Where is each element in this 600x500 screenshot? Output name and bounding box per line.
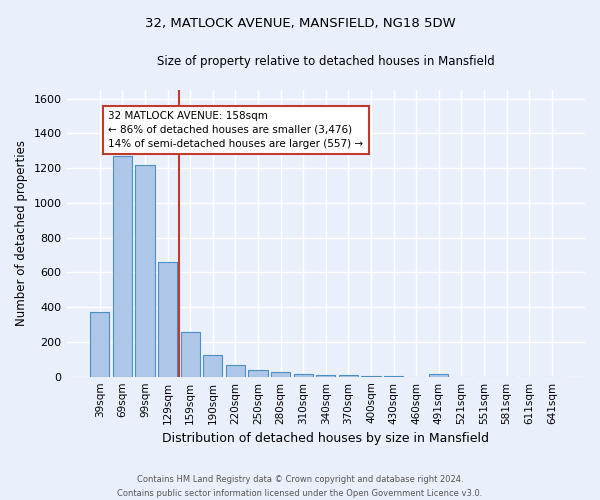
Bar xyxy=(90,312,109,376)
Bar xyxy=(429,374,448,376)
Bar xyxy=(113,156,132,376)
Bar xyxy=(136,164,155,376)
Title: Size of property relative to detached houses in Mansfield: Size of property relative to detached ho… xyxy=(157,55,494,68)
X-axis label: Distribution of detached houses by size in Mansfield: Distribution of detached houses by size … xyxy=(162,432,489,445)
Bar xyxy=(293,374,313,376)
Bar xyxy=(226,364,245,376)
Bar xyxy=(181,332,200,376)
Text: 32 MATLOCK AVENUE: 158sqm
← 86% of detached houses are smaller (3,476)
14% of se: 32 MATLOCK AVENUE: 158sqm ← 86% of detac… xyxy=(109,111,364,149)
Text: Contains HM Land Registry data © Crown copyright and database right 2024.
Contai: Contains HM Land Registry data © Crown c… xyxy=(118,476,482,498)
Bar xyxy=(316,375,335,376)
Text: 32, MATLOCK AVENUE, MANSFIELD, NG18 5DW: 32, MATLOCK AVENUE, MANSFIELD, NG18 5DW xyxy=(145,18,455,30)
Bar xyxy=(158,262,177,376)
Bar xyxy=(248,370,268,376)
Bar xyxy=(271,372,290,376)
Bar xyxy=(203,355,223,376)
Y-axis label: Number of detached properties: Number of detached properties xyxy=(15,140,28,326)
